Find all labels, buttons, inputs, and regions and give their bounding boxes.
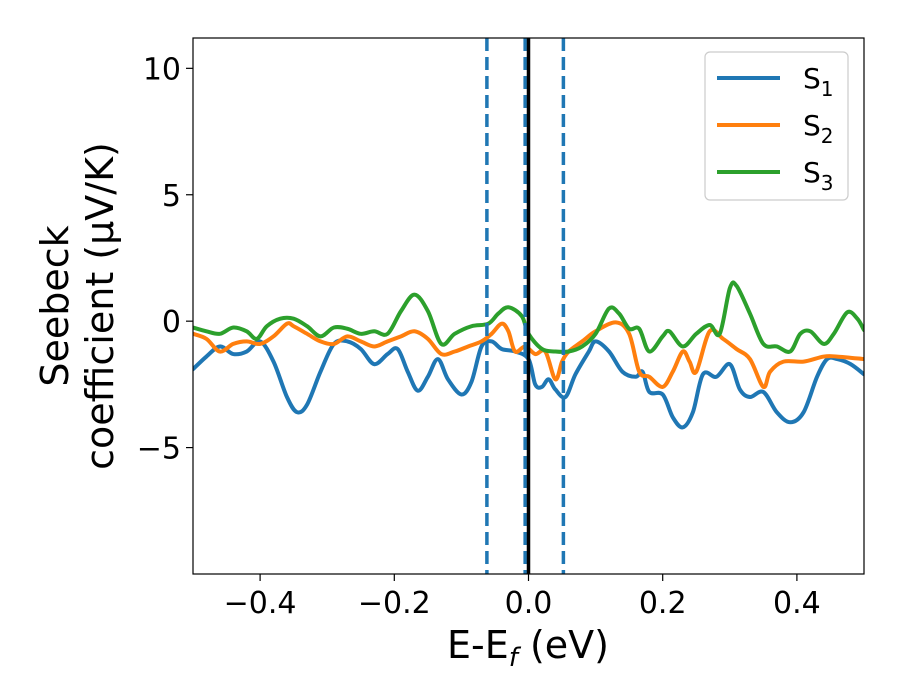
- legend: S1 S2 S3: [704, 51, 849, 201]
- x-tick-label: −0.4: [224, 586, 297, 621]
- y-axis-title-line1: Seebeck: [33, 225, 77, 386]
- y-tick-label: 5: [162, 179, 181, 214]
- x-axis: −0.4 −0.2 0.0 0.2 0.4: [224, 574, 821, 621]
- series-line-s3: [193, 280, 864, 354]
- x-tick-label: 0.2: [639, 586, 687, 621]
- x-axis-title: E-Ef (eV): [447, 623, 609, 673]
- y-axis-title: Seebeck coefficient (μV/K): [33, 142, 122, 470]
- y-axis: −5 0 5 10: [137, 52, 193, 467]
- reference-lines: [485, 38, 566, 574]
- x-tick-label: 0.0: [505, 586, 553, 621]
- legend-label-s3: S3: [803, 156, 834, 195]
- x-tick-label: −0.2: [358, 586, 431, 621]
- y-tick-label: 0: [162, 305, 181, 340]
- y-axis-title-line2: coefficient (μV/K): [78, 142, 122, 470]
- legend-label-s2: S2: [803, 109, 834, 148]
- legend-label-s1: S1: [803, 62, 834, 101]
- y-tick-label: −5: [137, 432, 181, 467]
- x-tick-label: 0.4: [773, 586, 821, 621]
- series-line-s1: [193, 338, 864, 430]
- y-tick-label: 10: [143, 52, 181, 87]
